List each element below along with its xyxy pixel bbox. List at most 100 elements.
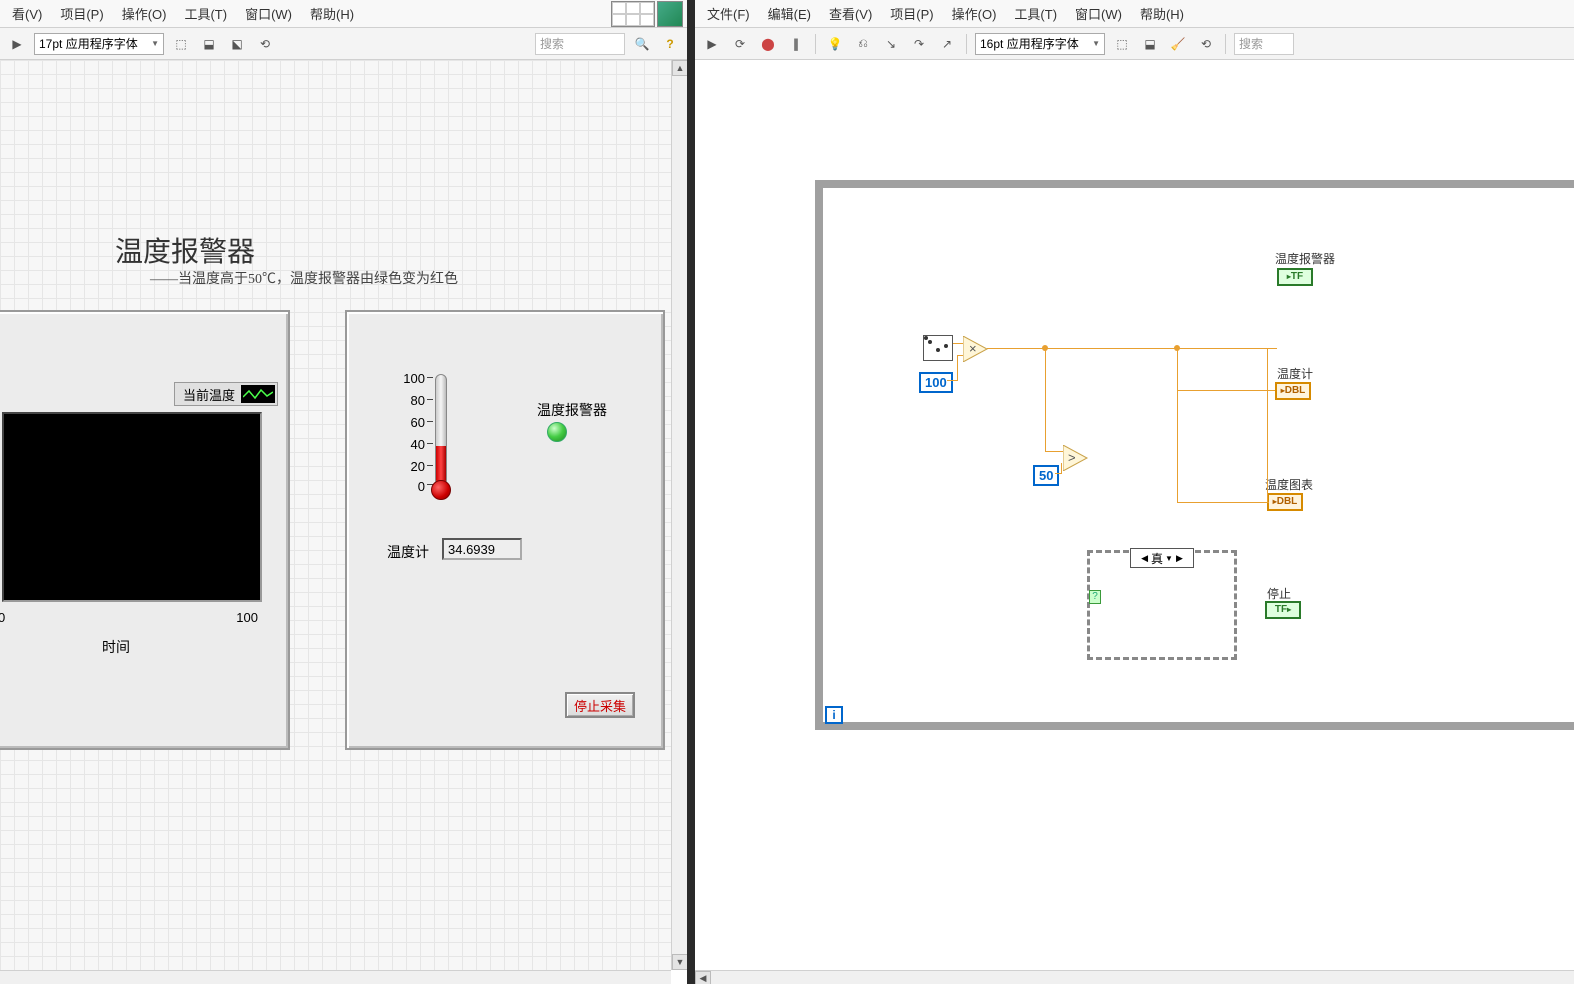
run-button[interactable]: ▶ — [6, 33, 28, 55]
wire — [987, 348, 1277, 349]
therm-indicator-label: 温度计 — [1277, 365, 1313, 382]
menu-project-r[interactable]: 项目(P) — [882, 1, 941, 26]
chart-panel: 当前温度 0 100 时间 — [0, 310, 290, 750]
front-panel-canvas: 温度报警器 ——当温度高于50℃，温度报警器由绿色变为红色 当前温度 0 100… — [0, 60, 671, 970]
menu-file-r[interactable]: 文件(F) — [699, 1, 758, 26]
run-cont-icon[interactable]: ⟳ — [729, 33, 751, 55]
alarm-led[interactable] — [547, 422, 567, 442]
thermometer-panel: 100 80 60 40 20 0 — [345, 310, 665, 750]
therm-tick-20: 20 — [411, 460, 425, 473]
vertical-scrollbar[interactable]: ▲ ▼ — [671, 60, 687, 970]
abort-icon[interactable]: ⬤ — [757, 33, 779, 55]
reorder-icon[interactable]: ⟲ — [254, 33, 276, 55]
thermometer-value[interactable]: 34.6939 — [442, 538, 522, 560]
menu-view-r[interactable]: 查看(V) — [821, 1, 880, 26]
greater-than-node[interactable]: > — [1063, 445, 1089, 471]
distribute-icon[interactable]: ⬓ — [198, 33, 220, 55]
font-selector-text-r: 16pt 应用程序字体 — [980, 35, 1079, 52]
horizontal-scrollbar[interactable] — [0, 970, 671, 984]
constant-100[interactable]: 100 — [919, 372, 953, 393]
menubar-left: 看(V) 项目(P) 操作(O) 工具(T) 窗口(W) 帮助(H) — [0, 0, 687, 28]
case-prev-icon[interactable]: ◀ — [1138, 553, 1151, 564]
search-box-left[interactable]: 搜索 — [535, 33, 625, 55]
stop-button[interactable]: 停止采集 — [565, 692, 635, 718]
pause-icon[interactable]: ∥ — [785, 33, 807, 55]
font-selector-text: 17pt 应用程序字体 — [39, 35, 138, 52]
wire — [947, 380, 957, 381]
resize-icon[interactable]: ⬕ — [226, 33, 248, 55]
waveform-chart[interactable] — [2, 412, 262, 602]
retain-icon[interactable]: ⎌ — [852, 33, 874, 55]
alarm-led-label: 温度报警器 — [537, 400, 607, 420]
therm-indicator[interactable]: ▸DBL — [1275, 382, 1311, 400]
run-icon[interactable]: ▶ — [701, 33, 723, 55]
wire — [1045, 451, 1063, 452]
x-tick-max: 100 — [236, 610, 258, 625]
case-value: 真 — [1151, 550, 1163, 567]
case-selector[interactable]: ◀ 真 ▼ ▶ — [1130, 548, 1194, 568]
scroll-up-arrow[interactable]: ▲ — [672, 60, 688, 76]
chart-legend[interactable]: 当前温度 — [174, 382, 278, 406]
menu-help-r[interactable]: 帮助(H) — [1132, 1, 1192, 26]
menu-operate-r[interactable]: 操作(O) — [944, 1, 1005, 26]
menu-project[interactable]: 项目(P) — [52, 1, 111, 26]
step-into-icon[interactable]: ↘ — [880, 33, 902, 55]
menubar-right: 文件(F) 编辑(E) 查看(V) 项目(P) 操作(O) 工具(T) 窗口(W… — [695, 0, 1574, 28]
svg-text:×: × — [969, 341, 977, 356]
alarm-indicator[interactable]: ▸TF — [1277, 268, 1313, 286]
font-selector-right[interactable]: 16pt 应用程序字体 ▼ — [975, 33, 1105, 55]
cleanup-icon[interactable]: 🧹 — [1167, 33, 1189, 55]
search-placeholder-r: 搜索 — [1239, 35, 1263, 52]
case-structure[interactable]: ◀ 真 ▼ ▶ ? — [1087, 550, 1237, 660]
thermometer-widget[interactable]: 100 80 60 40 20 0 — [387, 372, 497, 512]
stop-control[interactable]: TF▸ — [1265, 601, 1301, 619]
menu-tools-r[interactable]: 工具(T) — [1006, 1, 1065, 26]
thermometer-ticks — [427, 372, 435, 484]
distribute-icon-r[interactable]: ⬓ — [1139, 33, 1161, 55]
menu-edit-r[interactable]: 编辑(E) — [760, 1, 819, 26]
constant-50[interactable]: 50 — [1033, 465, 1059, 486]
wire — [957, 355, 963, 356]
help-icon[interactable]: ? — [659, 33, 681, 55]
search-icon[interactable]: 🔍 — [631, 33, 653, 55]
step-over-icon[interactable]: ↷ — [908, 33, 930, 55]
therm-tick-80: 80 — [411, 394, 425, 407]
font-selector-left[interactable]: 17pt 应用程序字体 ▼ — [34, 33, 164, 55]
thermometer-value-label: 温度计 — [387, 542, 429, 562]
menu-help[interactable]: 帮助(H) — [302, 1, 362, 26]
menu-operate[interactable]: 操作(O) — [114, 1, 175, 26]
menu-tools[interactable]: 工具(T) — [176, 1, 235, 26]
menu-view[interactable]: 看(V) — [4, 1, 50, 26]
wire — [957, 355, 958, 381]
chart-indicator-label: 温度图表 — [1265, 476, 1313, 493]
multiply-node[interactable]: × — [963, 336, 989, 362]
block-diagram-window: 文件(F) 编辑(E) 查看(V) 项目(P) 操作(O) 工具(T) 窗口(W… — [695, 0, 1574, 984]
align-icon-r[interactable]: ⬚ — [1111, 33, 1133, 55]
block-diagram-canvas: i × > 100 50 温度报警器 ▸TF 温度计 ▸DBL 温度图表 ▸DB… — [695, 60, 1574, 970]
toolbar-right: ▶ ⟳ ⬤ ∥ 💡 ⎌ ↘ ↷ ↗ 16pt 应用程序字体 ▼ ⬚ ⬓ 🧹 ⟲ … — [695, 28, 1574, 60]
random-number-node[interactable] — [923, 335, 953, 361]
chevron-down-icon: ▼ — [1165, 554, 1173, 563]
chart-indicator[interactable]: ▸DBL — [1267, 493, 1303, 511]
align-icon[interactable]: ⬚ — [170, 33, 192, 55]
thermometer-tube — [435, 374, 447, 486]
therm-tick-100: 100 — [403, 372, 425, 385]
palette-icons — [611, 1, 683, 27]
reorder-icon-r[interactable]: ⟲ — [1195, 33, 1217, 55]
scroll-down-arrow[interactable]: ▼ — [672, 954, 688, 970]
legend-swatch — [241, 385, 275, 403]
iteration-terminal[interactable]: i — [825, 706, 843, 724]
wire — [1177, 390, 1275, 391]
highlight-icon[interactable]: 💡 — [824, 33, 846, 55]
menu-window[interactable]: 窗口(W) — [237, 1, 300, 26]
scroll-left-arrow[interactable]: ◀ — [695, 971, 711, 984]
front-panel-window: 看(V) 项目(P) 操作(O) 工具(T) 窗口(W) 帮助(H) ▶ 17p… — [0, 0, 695, 984]
case-selector-terminal[interactable]: ? — [1089, 590, 1101, 604]
horizontal-scrollbar-right[interactable]: ◀ — [695, 970, 1574, 984]
case-next-icon[interactable]: ▶ — [1173, 553, 1186, 564]
step-out-icon[interactable]: ↗ — [936, 33, 958, 55]
search-placeholder: 搜索 — [540, 35, 564, 52]
therm-tick-60: 60 — [411, 416, 425, 429]
search-box-right[interactable]: 搜索 — [1234, 33, 1294, 55]
menu-window-r[interactable]: 窗口(W) — [1067, 1, 1130, 26]
